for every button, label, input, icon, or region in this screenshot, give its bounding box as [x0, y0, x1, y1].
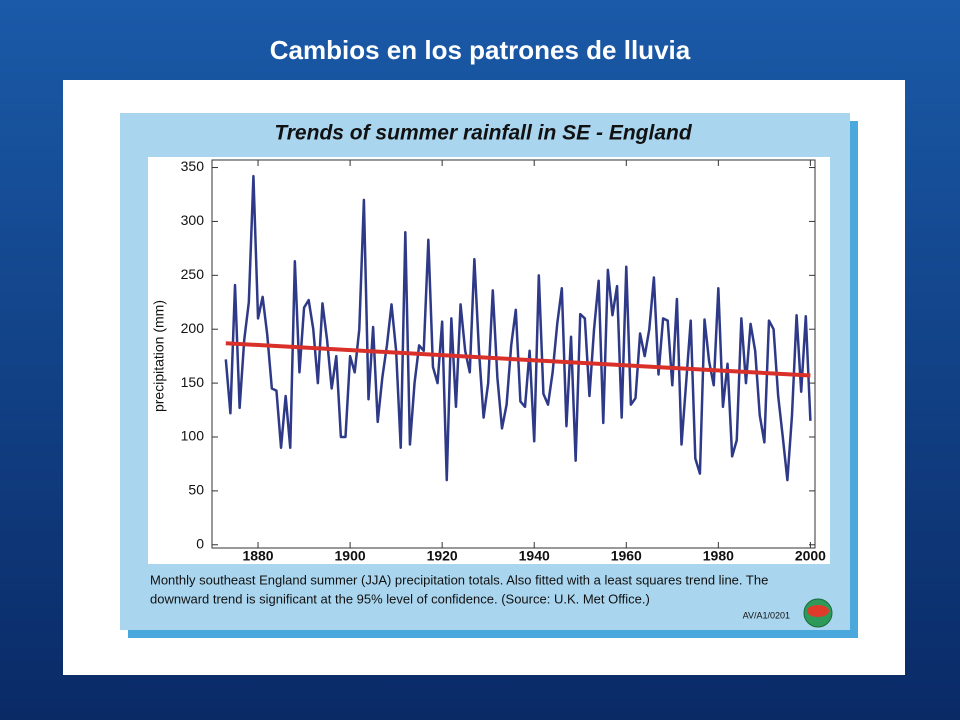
y-tick-label: 350 — [181, 158, 205, 174]
y-tick-label: 250 — [181, 266, 205, 282]
y-axis-label: precipitation (mm) — [151, 300, 167, 412]
x-tick-label: 1980 — [703, 548, 734, 564]
x-tick-label: 1940 — [519, 548, 550, 564]
logo-mark — [807, 605, 829, 617]
x-tick-label: 2000 — [795, 548, 826, 564]
x-tick-label: 1960 — [611, 548, 642, 564]
caption: Monthly southeast England summer (JJA) p… — [150, 572, 768, 587]
y-tick-label: 300 — [181, 212, 205, 228]
y-tick-label: 100 — [181, 428, 205, 444]
x-tick-label: 1920 — [427, 548, 458, 564]
caption: downward trend is significant at the 95%… — [150, 591, 650, 606]
trend-line — [225, 341, 811, 378]
y-tick-label: 50 — [188, 482, 204, 498]
x-tick-label: 1900 — [335, 548, 366, 564]
plot-frame — [211, 159, 816, 549]
rainfall-line — [224, 174, 812, 482]
y-tick-label: 0 — [196, 535, 204, 551]
x-tick-label: 1880 — [242, 548, 273, 564]
slide-title: Cambios en los patrones de lluvia — [270, 35, 691, 65]
y-tick-label: 150 — [181, 374, 205, 390]
chart-title: Trends of summer rainfall in SE - Englan… — [274, 122, 693, 145]
y-tick-label: 200 — [181, 320, 205, 336]
code: AV/A1/0201 — [743, 610, 790, 620]
